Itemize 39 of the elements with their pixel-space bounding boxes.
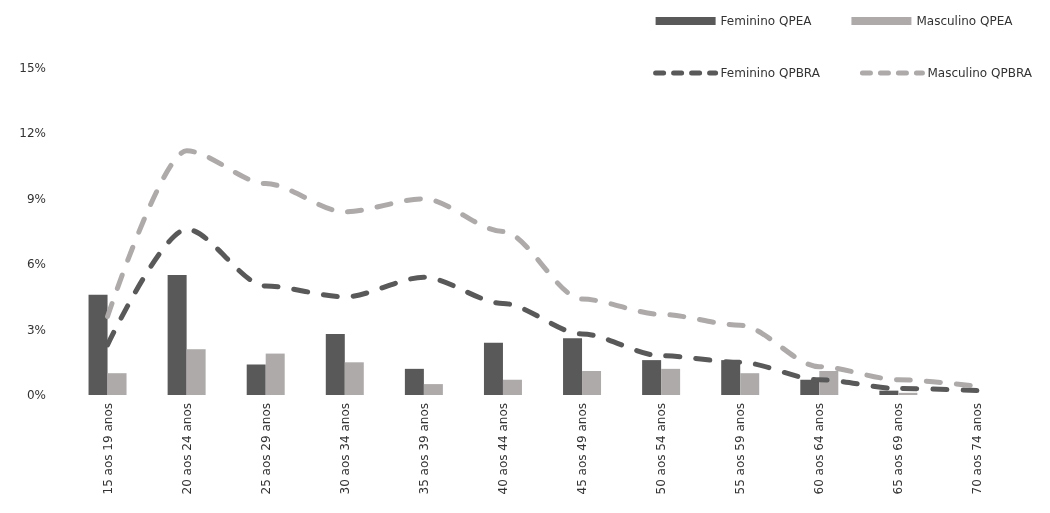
bar [898,392,918,395]
legend-label: Masculino QPEA [916,14,1014,28]
x-tick-label: 25 aos 29 anos [258,403,273,495]
x-tick-label: 15 aos 19 anos [100,403,115,495]
x-tick-label: 40 aos 44 anos [495,403,510,495]
x-tick-label: 45 aos 49 anos [575,403,590,495]
y-tick-label: 0% [26,388,46,402]
legend-label: Feminino QPBRA [720,66,821,80]
bar [325,333,345,395]
x-tick-label: 50 aos 54 anos [654,403,669,495]
y-tick-label: 6% [26,257,46,272]
bar [107,373,127,395]
y-tick-label: 9% [26,191,46,206]
bar [502,379,522,395]
y-tick-label: 3% [26,322,46,337]
bar [186,349,206,395]
x-tick-label: 20 aos 24 anos [179,403,194,495]
bar [265,353,285,395]
x-tick-label: 30 aos 34 anos [337,403,352,495]
bar [344,362,364,395]
legend-label: Masculino QPBRA [927,66,1033,80]
bar [563,338,583,395]
bar [740,373,760,395]
bar [423,384,443,395]
bar [661,368,681,395]
x-tick-label: 35 aos 39 anos [416,403,431,495]
x-tick-label: 70 aos 74 anos [970,403,985,495]
bar [582,371,602,395]
bar [246,364,266,395]
legend-label: Feminino QPEA [720,14,813,28]
y-tick-label: 12% [19,126,46,141]
bar [404,368,424,395]
bar [642,360,662,395]
x-tick-label: 60 aos 64 anos [812,403,827,495]
x-tick-label: 55 aos 59 anos [733,403,748,495]
x-tick-label: 65 aos 69 anos [891,403,906,495]
y-tick-label: 15% [19,61,46,75]
bar [483,342,503,395]
bar [167,275,187,395]
